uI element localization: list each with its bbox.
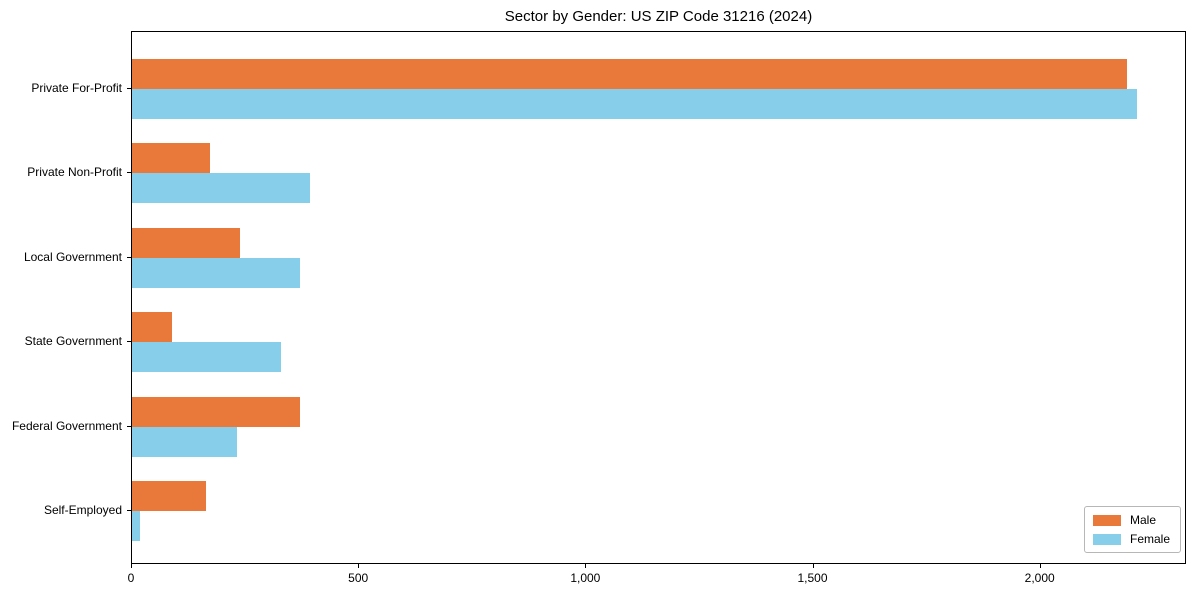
bar-female	[132, 511, 140, 541]
y-axis-label: Private Non-Profit	[27, 165, 122, 180]
bar-male	[132, 59, 1127, 89]
y-axis-label: State Government	[24, 334, 122, 349]
x-axis-tick-label: 2,000	[1024, 571, 1055, 585]
legend: Male Female	[1083, 506, 1181, 553]
y-axis-tick	[127, 172, 131, 174]
legend-label: Male	[1129, 513, 1156, 527]
x-axis-tick	[812, 564, 814, 568]
y-axis-tick	[127, 256, 131, 258]
bar-female	[132, 89, 1137, 119]
y-axis-label: Private For-Profit	[31, 81, 122, 95]
x-axis-tick	[1039, 564, 1041, 568]
x-axis-tick-label: 1,000	[570, 571, 601, 585]
bar-male	[132, 396, 300, 427]
y-axis-tick	[127, 510, 131, 511]
y-axis-tick	[127, 88, 131, 89]
x-axis-tick-label: 500	[348, 571, 369, 585]
y-axis-label: Federal Government	[11, 418, 122, 433]
bar-male	[132, 312, 172, 343]
bar-female	[132, 342, 281, 373]
y-axis-label: Self-Employed	[43, 503, 122, 517]
legend-item-male: Male	[1092, 513, 1170, 527]
y-axis-label: Local Government	[23, 249, 122, 264]
bar-female	[132, 257, 300, 288]
legend-label: Female	[1129, 532, 1170, 546]
bar-male	[132, 143, 210, 174]
bar-male	[132, 481, 206, 511]
bar-female	[132, 426, 237, 457]
plot-area: Male Female	[131, 31, 1186, 564]
bar-female	[132, 173, 310, 204]
y-axis-tick	[127, 425, 131, 427]
x-axis-tick	[585, 564, 587, 568]
y-axis-tick	[127, 341, 131, 343]
x-axis-tick-label: 1,500	[797, 571, 828, 585]
bar-male	[132, 227, 240, 258]
chart-title: Sector by Gender: US ZIP Code 31216 (202…	[504, 8, 813, 25]
x-axis-tick	[131, 564, 132, 568]
x-axis-tick-label: 0	[127, 571, 135, 585]
x-axis-tick	[358, 564, 360, 568]
legend-swatch-male	[1092, 514, 1121, 526]
legend-item-female: Female	[1092, 532, 1170, 546]
legend-swatch-female	[1092, 533, 1121, 545]
